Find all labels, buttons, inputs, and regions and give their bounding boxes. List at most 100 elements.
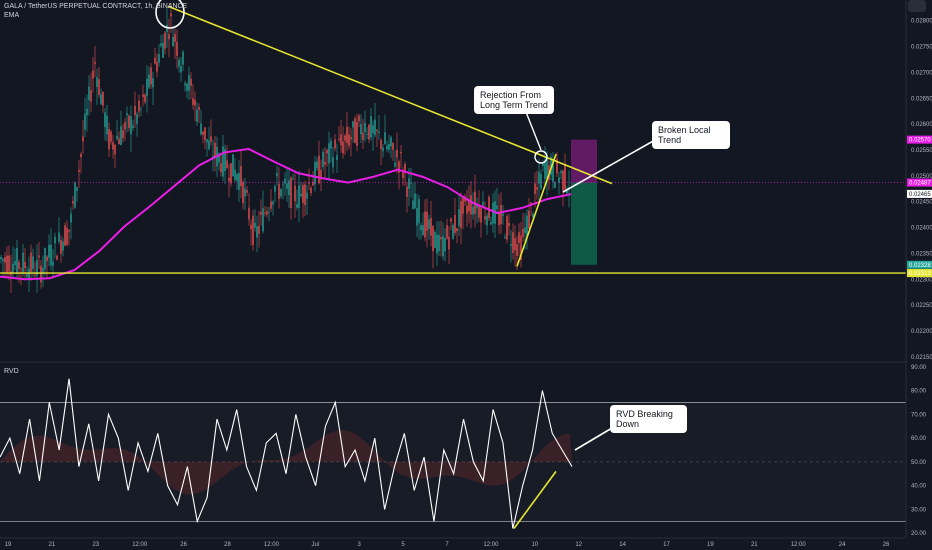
candle-body xyxy=(246,190,248,193)
callout-rejection: Rejection From Long Term Trend xyxy=(474,86,554,114)
candle-body xyxy=(406,186,408,197)
callout-rvd: RVD Breaking Down xyxy=(610,405,687,433)
candle-body xyxy=(532,213,534,218)
candle-body xyxy=(24,261,26,269)
candle-body xyxy=(452,225,454,239)
candle-body xyxy=(390,137,392,147)
candle-body xyxy=(174,33,176,42)
time-tick-label: 26 xyxy=(180,542,187,548)
candle-body xyxy=(386,145,388,150)
candle-body xyxy=(218,153,220,163)
candle-body xyxy=(106,115,108,135)
candle-body xyxy=(410,182,412,184)
price-tick-label: 0.02750 xyxy=(911,45,932,51)
candle-body xyxy=(554,181,556,188)
candle-body xyxy=(80,153,82,158)
candle-body xyxy=(286,183,288,189)
candle-body xyxy=(278,183,280,199)
candle-body xyxy=(504,237,506,239)
candle-body xyxy=(324,161,326,165)
candle-body xyxy=(558,177,560,184)
candle-body xyxy=(26,274,28,277)
time-tick-label: 26 xyxy=(883,542,890,548)
candle-body xyxy=(8,255,10,272)
top-circle-marker xyxy=(155,0,185,29)
candle-body xyxy=(16,247,18,274)
candle-body xyxy=(394,162,396,167)
candle-body xyxy=(168,34,170,40)
candle-body xyxy=(380,139,382,150)
candle-body xyxy=(340,134,342,146)
price-tag-label: 0.02312 xyxy=(909,271,931,277)
candle-body xyxy=(226,160,228,168)
candle-body xyxy=(130,116,132,135)
candle-body xyxy=(30,252,32,273)
rvd-tick-label: 90.00 xyxy=(911,365,927,371)
candle-body xyxy=(416,207,418,226)
candle-body xyxy=(556,158,558,174)
rvd-band-fill xyxy=(0,402,906,522)
candle-body xyxy=(82,136,84,142)
candle-body xyxy=(242,181,244,204)
candle-body xyxy=(46,256,48,262)
candle-body xyxy=(70,213,72,223)
time-tick-label: 21 xyxy=(49,542,56,548)
candle-body xyxy=(300,194,302,197)
candle-body xyxy=(172,36,174,46)
candle-body xyxy=(534,183,536,194)
candle-body xyxy=(100,94,102,105)
candle-body xyxy=(126,113,128,116)
rejection-pointer xyxy=(525,111,542,151)
time-tick-label: 5 xyxy=(401,542,405,548)
candle-body xyxy=(432,225,434,252)
candle-body xyxy=(206,139,208,143)
price-tick-label: 0.02300 xyxy=(911,277,932,283)
candle-body xyxy=(334,139,336,149)
candle-body xyxy=(4,257,6,263)
rvd-tick-label: 50.00 xyxy=(911,460,927,466)
time-tick-label: 10 xyxy=(531,542,538,548)
candle-body xyxy=(160,43,162,46)
candle-body xyxy=(84,113,86,130)
candle-body xyxy=(134,105,136,116)
candle-body xyxy=(530,202,532,205)
candle-body xyxy=(144,94,146,102)
candle-body xyxy=(388,144,390,150)
candle-body xyxy=(162,42,164,58)
candle-body xyxy=(506,216,508,240)
price-tag-label: 0.02328 xyxy=(909,263,931,269)
time-tick-label: 12:00 xyxy=(791,542,807,548)
candle-body xyxy=(230,163,232,184)
price-tag-label: 0.02487 xyxy=(909,181,931,187)
candle-body xyxy=(152,78,154,88)
candle-body xyxy=(384,132,386,145)
take-profit-zone xyxy=(571,182,597,265)
candle-body xyxy=(68,229,70,232)
price-tick-label: 0.02450 xyxy=(911,200,932,206)
candle-body xyxy=(562,170,564,191)
candle-body xyxy=(378,131,380,134)
candle-body xyxy=(12,263,14,274)
candle-body xyxy=(132,125,134,128)
candle-body xyxy=(0,256,2,260)
candle-body xyxy=(38,255,40,258)
candle-body xyxy=(254,222,256,228)
callout-broken-trend: Broken Local Trend xyxy=(652,121,730,149)
candle-body xyxy=(528,210,530,229)
candle-body xyxy=(502,213,504,216)
rvd-tick-label: 70.00 xyxy=(911,412,927,418)
candle-body xyxy=(202,131,204,135)
price-tick-label: 0.02500 xyxy=(911,174,932,180)
settings-icon[interactable] xyxy=(908,0,926,12)
price-tick-label: 0.02700 xyxy=(911,70,932,76)
price-tick-label: 0.02350 xyxy=(911,251,932,257)
candle-body xyxy=(180,66,182,73)
candle-body xyxy=(514,238,516,251)
candle-body xyxy=(516,244,518,256)
local-trendline xyxy=(516,153,557,267)
candle-body xyxy=(122,130,124,139)
candle-body xyxy=(518,232,520,244)
candle-body xyxy=(262,208,264,232)
candle-body xyxy=(450,218,452,222)
candle-body xyxy=(18,262,20,269)
